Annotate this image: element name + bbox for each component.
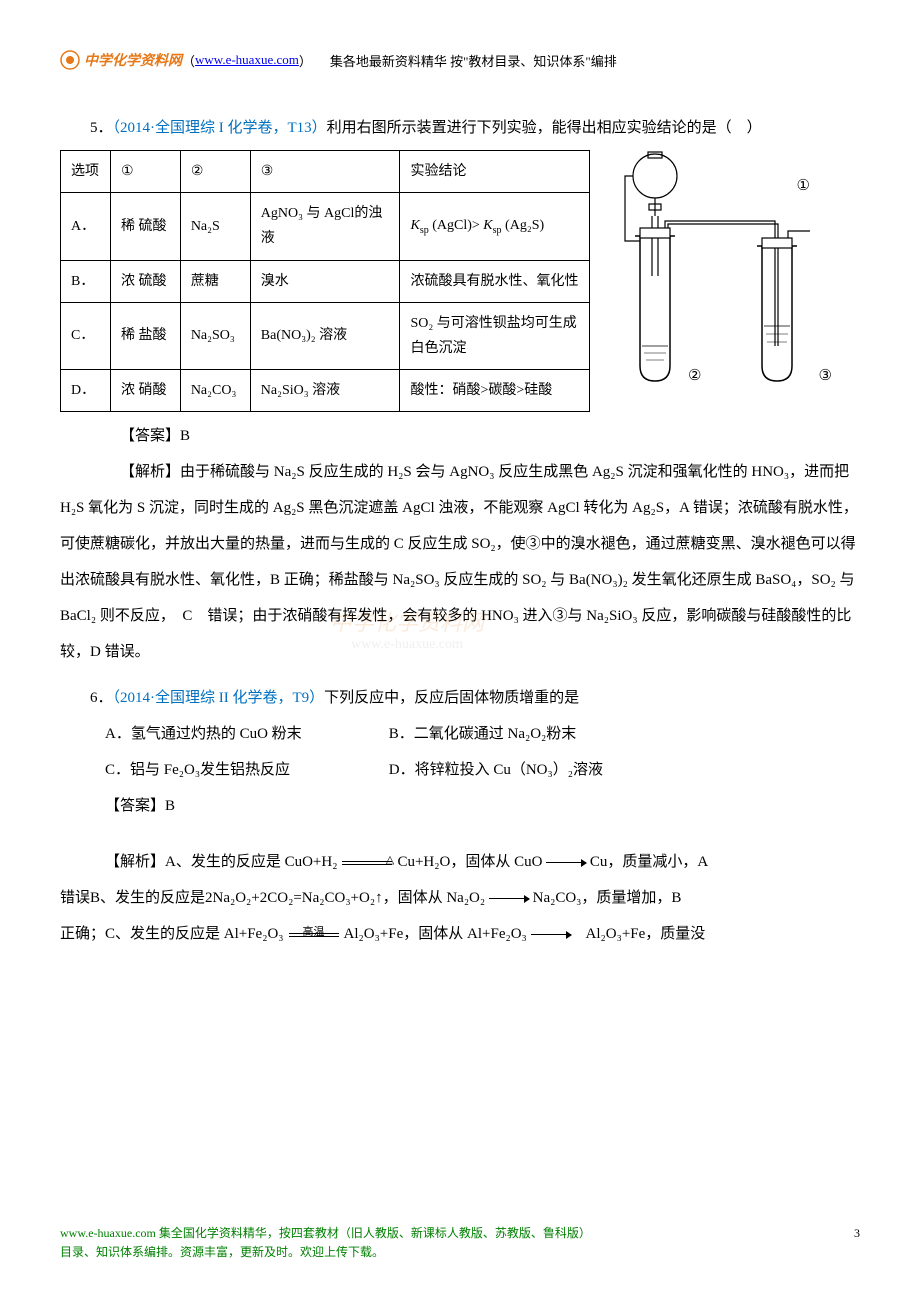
th-4: 实验结论 (400, 151, 590, 193)
explanation-label: 【解析】 (105, 854, 165, 870)
answer-value: B (180, 428, 190, 444)
answer-value: B (165, 798, 175, 814)
th-1: ① (110, 151, 180, 193)
apparatus-diagram: ① ② ③ (600, 146, 840, 406)
diagram-label-1: ① (797, 168, 810, 204)
diagram-label-2: ② (688, 358, 701, 394)
reaction-arrow-icon: 高温 (284, 933, 344, 937)
q6-answer: 【答案】B (60, 788, 860, 824)
cell-a-opt: A． (61, 193, 111, 260)
q6-opt-a: A．氢气通过灼热的 CuO 粉末 (105, 716, 385, 752)
cell-c-2: Na₂SO₃ (180, 302, 250, 369)
header-url[interactable]: www.e-huaxue.com (195, 52, 299, 68)
question-6: 6．（2014·全国理综 II 化学卷，T9）下列反应中，反应后固体物质增重的是… (60, 680, 860, 952)
q5-number: 5． (90, 120, 113, 136)
diagram-label-3: ③ (819, 358, 832, 394)
brand-name: 中学化学资料网 (84, 50, 182, 70)
q6-number: 6． (90, 690, 113, 706)
explanation-text: 由于稀硫酸与 Na₂S 反应生成的 H₂S 会与 AgNO₃ 反应生成黑色 Ag… (60, 464, 858, 660)
q5-answer: 【答案】B (60, 418, 860, 454)
th-2: ② (180, 151, 250, 193)
table-row: C． 稀 盐酸 Na₂SO₃ Ba(NO₃)₂ 溶液 SO₂ 与可溶性钡盐均可生… (61, 302, 590, 369)
logo-icon (60, 50, 80, 70)
q5-content-row: 选项 ① ② ③ 实验结论 A． 稀 硫酸 Na₂S AgNO₃ 与 AgCl的… (60, 146, 860, 412)
cell-d-4: 酸性：硝酸>碳酸>硅酸 (400, 370, 590, 412)
arrow-icon (489, 898, 529, 899)
th-opt: 选项 (61, 151, 111, 193)
cell-c-3: Ba(NO₃)₂ 溶液 (250, 302, 400, 369)
cell-d-2: Na₂CO₃ (180, 370, 250, 412)
cell-a-3: AgNO₃ 与 AgCl的浊液 (250, 193, 400, 260)
q5-explanation: 【解析】由于稀硫酸与 Na₂S 反应生成的 H₂S 会与 AgNO₃ 反应生成黑… (60, 454, 860, 670)
q6-options: A．氢气通过灼热的 CuO 粉末 B．二氧化碳通过 Na₂O₂粉末 C．铝与 F… (105, 716, 860, 788)
page-footer: www.e-huaxue.com 集全国化学资料精华，按四套教材（旧人教版、新课… (60, 1224, 860, 1262)
question-5: 5．（2014·全国理综 I 化学卷，T13）利用右图所示装置进行下列实验，能得… (60, 110, 860, 670)
cell-b-4: 浓硫酸具有脱水性、氧化性 (400, 260, 590, 302)
table-header-row: 选项 ① ② ③ 实验结论 (61, 151, 590, 193)
q5-stem: 5．（2014·全国理综 I 化学卷，T13）利用右图所示装置进行下列实验，能得… (60, 110, 860, 146)
q6-opt-d: D．将锌粒投入 Cu（NO₃）₂溶液 (389, 752, 603, 788)
q6-opt-c: C．铝与 Fe₂O₃发生铝热反应 (105, 752, 385, 788)
cell-b-3: 溴水 (250, 260, 400, 302)
cell-d-3: Na₂SiO₃ 溶液 (250, 370, 400, 412)
q5-text: 利用右图所示装置进行下列实验，能得出相应实验结论的是（ ） (327, 120, 762, 136)
cell-d-1: 浓 硝酸 (110, 370, 180, 412)
answer-label: 【答案】 (105, 798, 165, 814)
arrow-icon (531, 934, 571, 935)
paren-open: （ (182, 51, 195, 70)
header-tagline: 集各地最新资料精华 按"教材目录、知识体系"编排 (330, 51, 617, 70)
answer-label: 【答案】 (120, 428, 180, 444)
q6-exp-line2: 错误B、发生的反应是2Na₂O₂+2CO₂=Na₂CO₃+O₂↑，固体从 Na₂… (60, 880, 860, 916)
page-number: 3 (854, 1224, 860, 1243)
table-row: B． 浓 硫酸 蔗糖 溴水 浓硫酸具有脱水性、氧化性 (61, 260, 590, 302)
th-3: ③ (250, 151, 400, 193)
explanation-label: 【解析】 (120, 464, 180, 480)
reaction-arrow-icon: △ (337, 861, 397, 865)
q6-exp-line3: 正确；C、发生的反应是 Al+Fe₂O₃高温Al₂O₃+Fe，固体从 Al+Fe… (60, 916, 860, 952)
page-header: 中学化学资料网 （ www.e-huaxue.com ） 集各地最新资料精华 按… (60, 50, 860, 70)
q6-text: 下列反应中，反应后固体物质增重的是 (324, 690, 579, 706)
cell-a-2: Na₂S (180, 193, 250, 260)
cell-c-1: 稀 盐酸 (110, 302, 180, 369)
paren-close: ） (299, 51, 312, 70)
cell-a-4: Ksp (AgCl)> Ksp (Ag₂S) (400, 193, 590, 260)
cell-d-opt: D． (61, 370, 111, 412)
q6-explanation: 【解析】A、发生的反应是 CuO+H₂△Cu+H₂O，固体从 CuO Cu，质量… (60, 844, 860, 880)
q6-source: （2014·全国理综 II 化学卷，T9） (113, 690, 325, 706)
table-row: A． 稀 硫酸 Na₂S AgNO₃ 与 AgCl的浊液 Ksp (AgCl)>… (61, 193, 590, 260)
q5-table: 选项 ① ② ③ 实验结论 A． 稀 硫酸 Na₂S AgNO₃ 与 AgCl的… (60, 150, 590, 412)
table-row: D． 浓 硝酸 Na₂CO₃ Na₂SiO₃ 溶液 酸性：硝酸>碳酸>硅酸 (61, 370, 590, 412)
cell-c-opt: C． (61, 302, 111, 369)
arrow-icon (546, 862, 586, 863)
cell-b-2: 蔗糖 (180, 260, 250, 302)
cell-c-4: SO₂ 与可溶性钡盐均可生成白色沉淀 (400, 302, 590, 369)
footer-line2: 目录、知识体系编排。资源丰富，更新及时。欢迎上传下载。 (60, 1245, 384, 1259)
cell-b-opt: B． (61, 260, 111, 302)
cell-b-1: 浓 硫酸 (110, 260, 180, 302)
q6-opt-b: B．二氧化碳通过 Na₂O₂粉末 (389, 716, 577, 752)
q6-stem: 6．（2014·全国理综 II 化学卷，T9）下列反应中，反应后固体物质增重的是 (60, 680, 860, 716)
q5-source: （2014·全国理综 I 化学卷，T13） (113, 120, 327, 136)
footer-line1: www.e-huaxue.com 集全国化学资料精华，按四套教材（旧人教版、新课… (60, 1226, 591, 1240)
cell-a-1: 稀 硫酸 (110, 193, 180, 260)
